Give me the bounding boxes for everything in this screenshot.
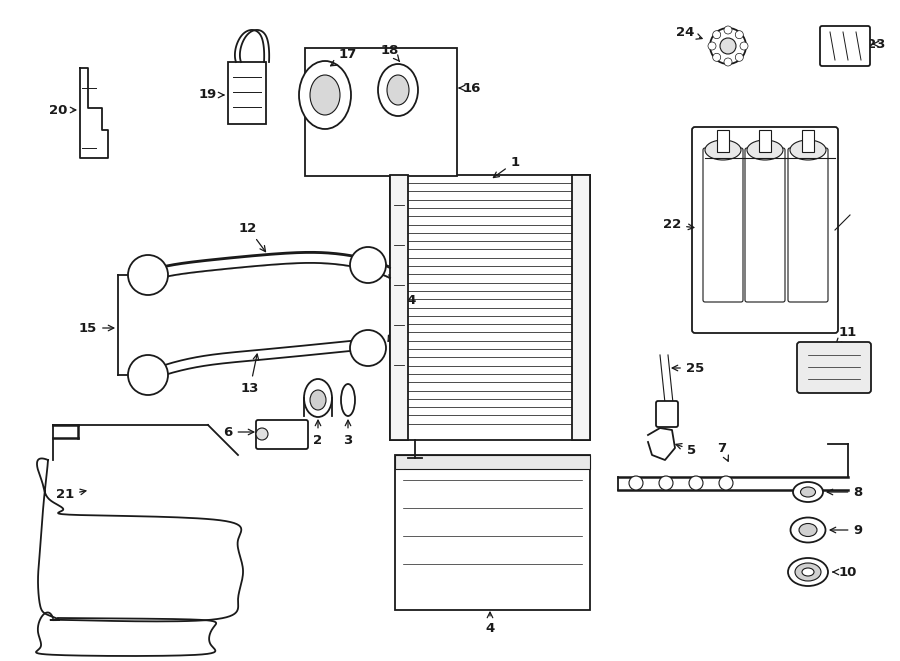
Circle shape bbox=[708, 42, 716, 50]
Ellipse shape bbox=[790, 518, 825, 543]
Bar bbox=[390, 175, 590, 440]
Text: 17: 17 bbox=[330, 48, 357, 66]
FancyBboxPatch shape bbox=[820, 26, 870, 66]
Ellipse shape bbox=[304, 379, 332, 417]
Text: 8: 8 bbox=[827, 485, 862, 498]
FancyBboxPatch shape bbox=[692, 127, 838, 333]
FancyBboxPatch shape bbox=[656, 401, 678, 427]
Circle shape bbox=[735, 54, 743, 61]
Bar bbox=[390, 175, 408, 440]
Text: 21: 21 bbox=[56, 488, 86, 502]
Ellipse shape bbox=[793, 482, 823, 502]
Polygon shape bbox=[36, 613, 216, 656]
Text: 6: 6 bbox=[223, 426, 254, 438]
Text: 13: 13 bbox=[241, 354, 259, 395]
Text: 7: 7 bbox=[717, 442, 728, 461]
Text: 9: 9 bbox=[830, 524, 862, 537]
Text: 11: 11 bbox=[836, 325, 857, 344]
Text: 16: 16 bbox=[459, 81, 482, 95]
Circle shape bbox=[724, 26, 732, 34]
Text: 3: 3 bbox=[344, 420, 353, 446]
Bar bbox=[305, 48, 457, 176]
Polygon shape bbox=[37, 459, 243, 621]
Text: 18: 18 bbox=[381, 44, 400, 61]
Text: 5: 5 bbox=[676, 444, 697, 457]
Text: 1: 1 bbox=[493, 155, 519, 178]
Bar bbox=[395, 455, 590, 469]
Ellipse shape bbox=[310, 390, 326, 410]
Ellipse shape bbox=[387, 75, 409, 105]
FancyBboxPatch shape bbox=[797, 342, 871, 393]
Ellipse shape bbox=[788, 558, 828, 586]
Bar bbox=[228, 62, 266, 124]
Text: 10: 10 bbox=[832, 566, 857, 578]
Circle shape bbox=[256, 428, 268, 440]
Ellipse shape bbox=[800, 487, 815, 497]
Text: 24: 24 bbox=[676, 26, 702, 39]
FancyBboxPatch shape bbox=[256, 420, 308, 449]
Text: 15: 15 bbox=[79, 321, 113, 334]
Ellipse shape bbox=[799, 524, 817, 537]
Text: 12: 12 bbox=[238, 221, 266, 252]
FancyBboxPatch shape bbox=[703, 148, 743, 302]
Circle shape bbox=[629, 476, 643, 490]
Circle shape bbox=[713, 30, 721, 39]
Circle shape bbox=[720, 38, 736, 54]
Circle shape bbox=[659, 476, 673, 490]
Circle shape bbox=[710, 28, 746, 64]
Bar bbox=[802, 130, 814, 152]
Ellipse shape bbox=[747, 140, 783, 160]
Ellipse shape bbox=[802, 568, 814, 576]
Text: 14: 14 bbox=[399, 293, 418, 307]
FancyBboxPatch shape bbox=[745, 148, 785, 302]
Circle shape bbox=[350, 330, 386, 366]
Circle shape bbox=[713, 54, 721, 61]
Bar bbox=[759, 130, 771, 152]
Circle shape bbox=[740, 42, 748, 50]
Text: 4: 4 bbox=[485, 612, 495, 635]
Text: 2: 2 bbox=[313, 420, 322, 446]
Bar bbox=[572, 175, 590, 440]
Circle shape bbox=[128, 355, 168, 395]
Ellipse shape bbox=[790, 140, 826, 160]
Circle shape bbox=[719, 476, 733, 490]
Ellipse shape bbox=[310, 75, 340, 115]
Circle shape bbox=[350, 247, 386, 283]
Ellipse shape bbox=[299, 61, 351, 129]
Text: 23: 23 bbox=[867, 38, 886, 50]
Ellipse shape bbox=[378, 64, 418, 116]
Circle shape bbox=[724, 58, 732, 66]
FancyBboxPatch shape bbox=[788, 148, 828, 302]
Circle shape bbox=[689, 476, 703, 490]
Bar bbox=[717, 130, 729, 152]
Circle shape bbox=[128, 255, 168, 295]
Text: 25: 25 bbox=[672, 362, 704, 375]
Text: 19: 19 bbox=[199, 89, 224, 102]
Text: 22: 22 bbox=[663, 219, 694, 231]
Text: 20: 20 bbox=[49, 104, 76, 116]
Circle shape bbox=[735, 30, 743, 39]
Ellipse shape bbox=[341, 384, 355, 416]
Bar bbox=[395, 455, 590, 610]
Ellipse shape bbox=[795, 563, 821, 581]
Ellipse shape bbox=[705, 140, 741, 160]
